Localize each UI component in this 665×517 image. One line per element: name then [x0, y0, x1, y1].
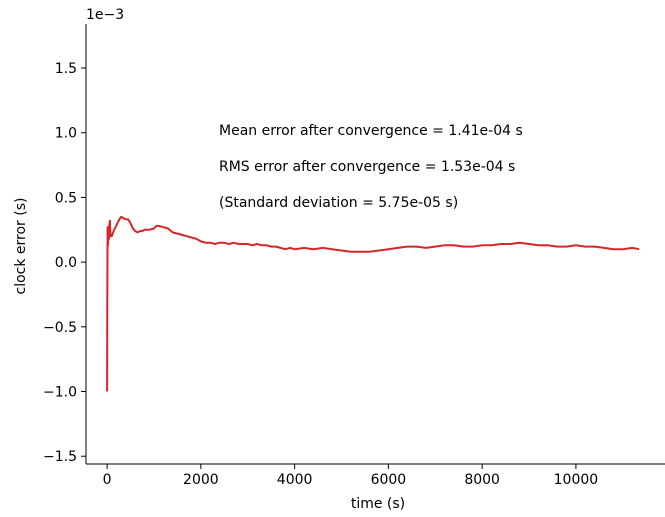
x-tick-label: 4000 — [277, 472, 313, 488]
x-tick-label: 0 — [103, 472, 112, 488]
annotation-text: Mean error after convergence = 1.41e-04 … — [219, 123, 523, 139]
y-tick-label: 1.5 — [55, 61, 77, 77]
x-tick-label: 10000 — [554, 472, 599, 488]
y-axis: −1.5 −1.0 −0.5 0.0 0.5 1.0 1.5 — [43, 61, 86, 465]
annotation-text: (Standard deviation = 5.75e-05 s) — [219, 195, 458, 211]
x-axis-label: time (s) — [351, 496, 405, 512]
series-layer — [106, 215, 640, 392]
y-tick-label: −1.0 — [43, 385, 77, 401]
y-tick-label: 0.5 — [55, 190, 77, 206]
y-tick-label: −1.5 — [43, 449, 77, 465]
x-tick-label: 2000 — [183, 472, 219, 488]
y-scale-label: 1e−3 — [86, 7, 124, 23]
y-axis-label: clock error (s) — [13, 198, 29, 295]
x-axis: 0 2000 4000 6000 8000 10000 — [103, 464, 599, 488]
y-tick-label: 0.0 — [55, 255, 77, 271]
plot-area — [85, 24, 665, 465]
series-line — [106, 215, 640, 392]
y-tick-label: 1.0 — [55, 126, 77, 142]
y-tick-label: −0.5 — [43, 320, 77, 336]
annotation-text: RMS error after convergence = 1.53e-04 s — [219, 159, 515, 175]
x-tick-label: 6000 — [371, 472, 407, 488]
x-tick-label: 8000 — [464, 472, 500, 488]
annotation-layer: Mean error after convergence = 1.41e-04 … — [219, 123, 523, 211]
